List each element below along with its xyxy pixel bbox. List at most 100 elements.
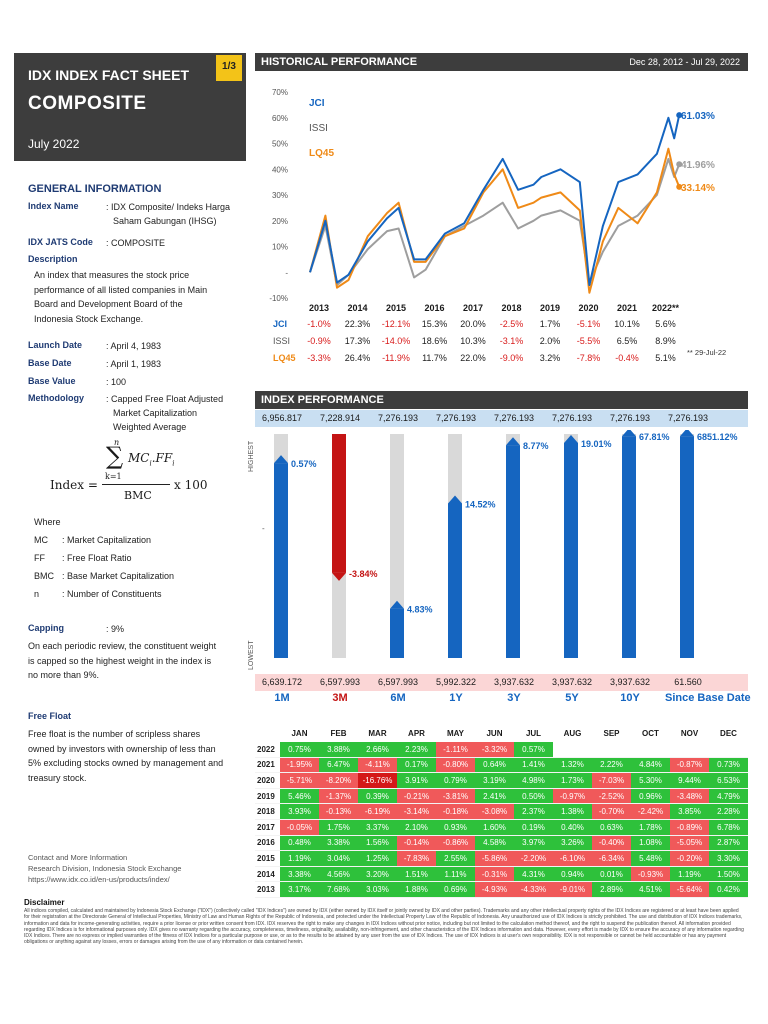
monthly-return-cell: -0.70%	[592, 803, 631, 820]
monthly-return-cell: 4.58%	[475, 835, 514, 852]
y-tick-label: 60%	[272, 114, 288, 123]
year-label: 2017	[255, 819, 280, 836]
base-value-label: Base Value	[28, 376, 76, 386]
monthly-return-cell: -9.01%	[553, 881, 592, 898]
return-label: 4.83%	[407, 605, 433, 615]
monthly-return-cell: -5.05%	[670, 835, 709, 852]
monthly-return-cell: -0.80%	[436, 757, 475, 774]
monthly-return-cell: 0.96%	[631, 788, 670, 805]
year-header: 2018	[501, 303, 522, 313]
monthly-return-cell: 4.56%	[319, 866, 358, 883]
series-line-issi	[309, 157, 681, 287]
period-low-value: 61.560	[674, 677, 702, 687]
highest-label: HIGHEST	[248, 440, 255, 472]
yearly-cell: 20.0%	[460, 319, 486, 329]
yearly-cell: 3.2%	[539, 353, 561, 363]
monthly-return-cell: -3.81%	[436, 788, 475, 805]
period-high-value: 7,276.193	[435, 413, 477, 423]
monthly-return-cell: 2.41%	[475, 788, 514, 805]
y-tick-label: -	[285, 268, 288, 277]
where-item: n: Number of Constituents	[34, 589, 162, 599]
monthly-return-cell	[709, 742, 748, 758]
free-float-line: treasury stock.	[28, 772, 87, 783]
monthly-return-cell: 0.39%	[358, 788, 397, 805]
y-tick-label: 70%	[272, 88, 288, 97]
free-float-line: owned by investors with ownership of les…	[28, 743, 216, 754]
monthly-return-cell: 1.50%	[709, 866, 748, 883]
up-arrow-icon	[390, 600, 404, 609]
yearly-cell: 1.7%	[539, 319, 561, 329]
monthly-return-cell: 7.68%	[319, 881, 358, 898]
monthly-return-cell: 1.19%	[280, 850, 319, 867]
series-end-point-issi	[676, 161, 683, 168]
month-header: AUG	[553, 724, 592, 742]
return-label: 19.01%	[581, 439, 612, 449]
monthly-return-cell: 5.30%	[631, 772, 670, 789]
free-float-text: Free float is the number of scripless sh…	[28, 727, 223, 785]
yearly-cell: 15.3%	[421, 319, 448, 329]
description-line: performance of all listed companies in M…	[34, 284, 208, 295]
monthly-return-cell: 3.85%	[670, 803, 709, 820]
formula-lhs: Index =	[50, 478, 98, 492]
return-bar	[332, 434, 346, 573]
monthly-row: 2016 0.48% 3.38% 1.56% -0.14% -0.86% 4.58% 3.97…	[255, 835, 748, 852]
base-date-value: : April 1, 1983	[106, 359, 162, 369]
monthly-row: 2013 3.17% 7.68% 3.03% 1.88% 0.69% -4.93% -4.33…	[255, 881, 748, 898]
monthly-return-cell: 3.20%	[358, 866, 397, 883]
yearly-cell: -9.0%	[499, 353, 524, 363]
monthly-return-cell: 1.38%	[553, 803, 592, 820]
period-low-value: 5,992.322	[435, 677, 477, 687]
monthly-return-cell: 0.63%	[592, 819, 631, 836]
methodology-line-1: : Capped Free Float Adjusted	[106, 394, 224, 404]
monthly-returns-table: JAN FEB MAR APR MAY JUN JUL AUG SEP OCT NOV DEC 202…	[255, 724, 748, 898]
base-value-value: : 100	[106, 377, 127, 387]
year-header: 2013	[308, 303, 330, 313]
month-header: SEP	[592, 724, 631, 742]
year-header: 2022**	[651, 303, 680, 313]
disclaimer-title: Disclaimer	[24, 898, 65, 907]
year-header: 2016	[424, 303, 445, 313]
monthly-return-cell: 6.47%	[319, 757, 358, 774]
header-index-name: COMPOSITE	[28, 93, 147, 114]
year-header: 2021	[616, 303, 638, 313]
year-header: 2015	[385, 303, 407, 313]
month-header: APR	[397, 724, 436, 742]
yearly-cell: -3.3%	[307, 353, 331, 363]
index-perf-lows-row: 6,639.172 6,597.993 6,597.993 5,992.322 3,93…	[255, 674, 748, 691]
formula-sum-bottom: k=1	[105, 472, 122, 481]
monthly-return-cell: 1.41%	[514, 757, 553, 774]
monthly-return-cell: -3.14%	[397, 803, 436, 820]
contact-url[interactable]: https://www.idx.co.id/en-us/products/ind…	[28, 875, 170, 884]
up-arrow-icon	[448, 495, 462, 504]
yearly-cell: 22.3%	[344, 319, 371, 329]
year-label: 2019	[255, 788, 280, 805]
monthly-return-cell: 2.89%	[592, 881, 631, 898]
mid-marker: -	[262, 524, 265, 533]
where-item: MC: Market Capitalization	[34, 535, 152, 545]
return-label: 67.81%	[639, 432, 670, 442]
monthly-return-cell: 5.46%	[280, 788, 319, 805]
return-label: 8.77%	[523, 441, 549, 451]
index-name-value-2: Saham Gabungan (IHSG)	[113, 216, 217, 226]
description-line: Board and Development Board of the	[34, 299, 183, 309]
series-line-lq45	[309, 147, 681, 294]
monthly-return-cell: 0.01%	[592, 866, 631, 883]
free-float-label: Free Float	[28, 711, 72, 721]
y-tick-label: 50%	[272, 140, 288, 149]
yearly-cell: 18.6%	[421, 336, 448, 346]
period-low-value: 3,937.632	[493, 677, 535, 687]
formula-numerator: MCi.FFi	[128, 451, 175, 468]
monthly-return-cell: 0.93%	[436, 819, 475, 836]
period-low-value: 3,937.632	[551, 677, 593, 687]
period-label: 1Y	[449, 692, 463, 704]
lowest-label: LOWEST	[248, 640, 255, 670]
monthly-return-cell: 1.75%	[319, 819, 358, 836]
monthly-return-cell: -7.83%	[397, 850, 436, 867]
year-label: 2015	[255, 850, 280, 867]
monthly-return-cell: -0.18%	[436, 803, 475, 820]
period-label: 5Y	[565, 692, 579, 704]
base-date-label: Base Date	[28, 358, 72, 368]
year-label: 2014	[255, 866, 280, 883]
year-header: 2014	[347, 303, 368, 313]
monthly-return-cell: 2.22%	[592, 757, 631, 774]
